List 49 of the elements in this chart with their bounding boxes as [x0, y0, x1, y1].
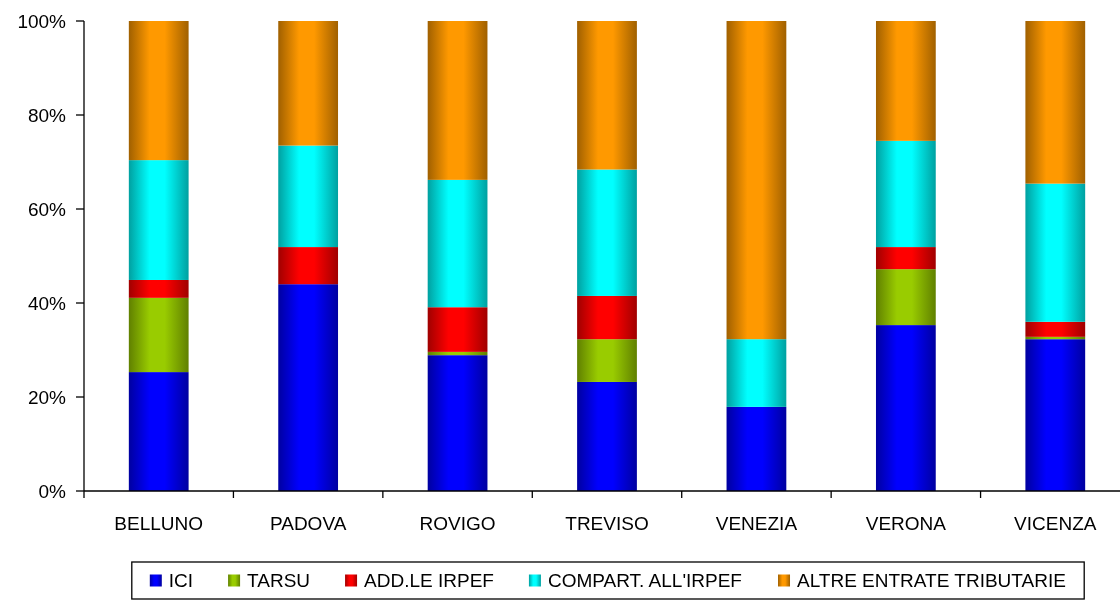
- legend-label: ICI: [168, 570, 194, 592]
- legend-label: ALTRE ENTRATE TRIBUTARIE: [797, 570, 1066, 592]
- bar: [128, 279, 189, 298]
- bar: [427, 21, 488, 180]
- x-tick-label: VERONA: [865, 512, 947, 534]
- bar: [278, 21, 339, 146]
- bar: [278, 247, 339, 285]
- bar: [1025, 183, 1086, 322]
- bar: [577, 21, 637, 170]
- bar: [128, 372, 189, 491]
- x-tick-label: VENEZIA: [715, 512, 798, 534]
- legend-label: TARSU: [247, 570, 311, 592]
- bar: [875, 269, 936, 326]
- bar: [1025, 321, 1086, 337]
- bar: [875, 21, 936, 141]
- bar: [128, 297, 189, 373]
- x-tick-label: TREVISO: [565, 512, 649, 534]
- bar: [875, 325, 936, 491]
- bar: [577, 169, 637, 296]
- x-tick-label: BELLUNO: [114, 512, 204, 534]
- y-tick-label: 40%: [27, 292, 67, 314]
- x-tick-label: VICENZA: [1014, 512, 1097, 534]
- bar: [1025, 339, 1086, 491]
- bar: [577, 295, 637, 340]
- bar: [726, 21, 787, 340]
- legend-label: ADD.LE IRPEF: [364, 570, 494, 592]
- bar: [427, 355, 488, 491]
- bar: [577, 381, 637, 491]
- x-tick-label: ROVIGO: [419, 512, 496, 534]
- bar: [1025, 21, 1086, 184]
- bar: [875, 247, 936, 270]
- y-tick-label: 80%: [27, 104, 67, 126]
- y-tick-label: 20%: [27, 386, 67, 408]
- y-tick-label: 100%: [17, 10, 67, 32]
- bar: [577, 339, 637, 382]
- y-tick-label: 0%: [38, 480, 67, 502]
- y-tick-label: 60%: [27, 198, 67, 220]
- x-tick-label: PADOVA: [269, 512, 347, 534]
- bar: [427, 307, 488, 352]
- bar: [278, 284, 339, 491]
- bar: [278, 145, 339, 248]
- bar: [427, 179, 488, 308]
- legend-label: COMPART. ALL'IRPEF: [547, 570, 742, 592]
- bar: [726, 339, 787, 407]
- bar: [128, 21, 189, 161]
- bar: [128, 160, 189, 280]
- bar: [875, 140, 936, 248]
- bar: [427, 351, 488, 356]
- bar: [726, 406, 787, 491]
